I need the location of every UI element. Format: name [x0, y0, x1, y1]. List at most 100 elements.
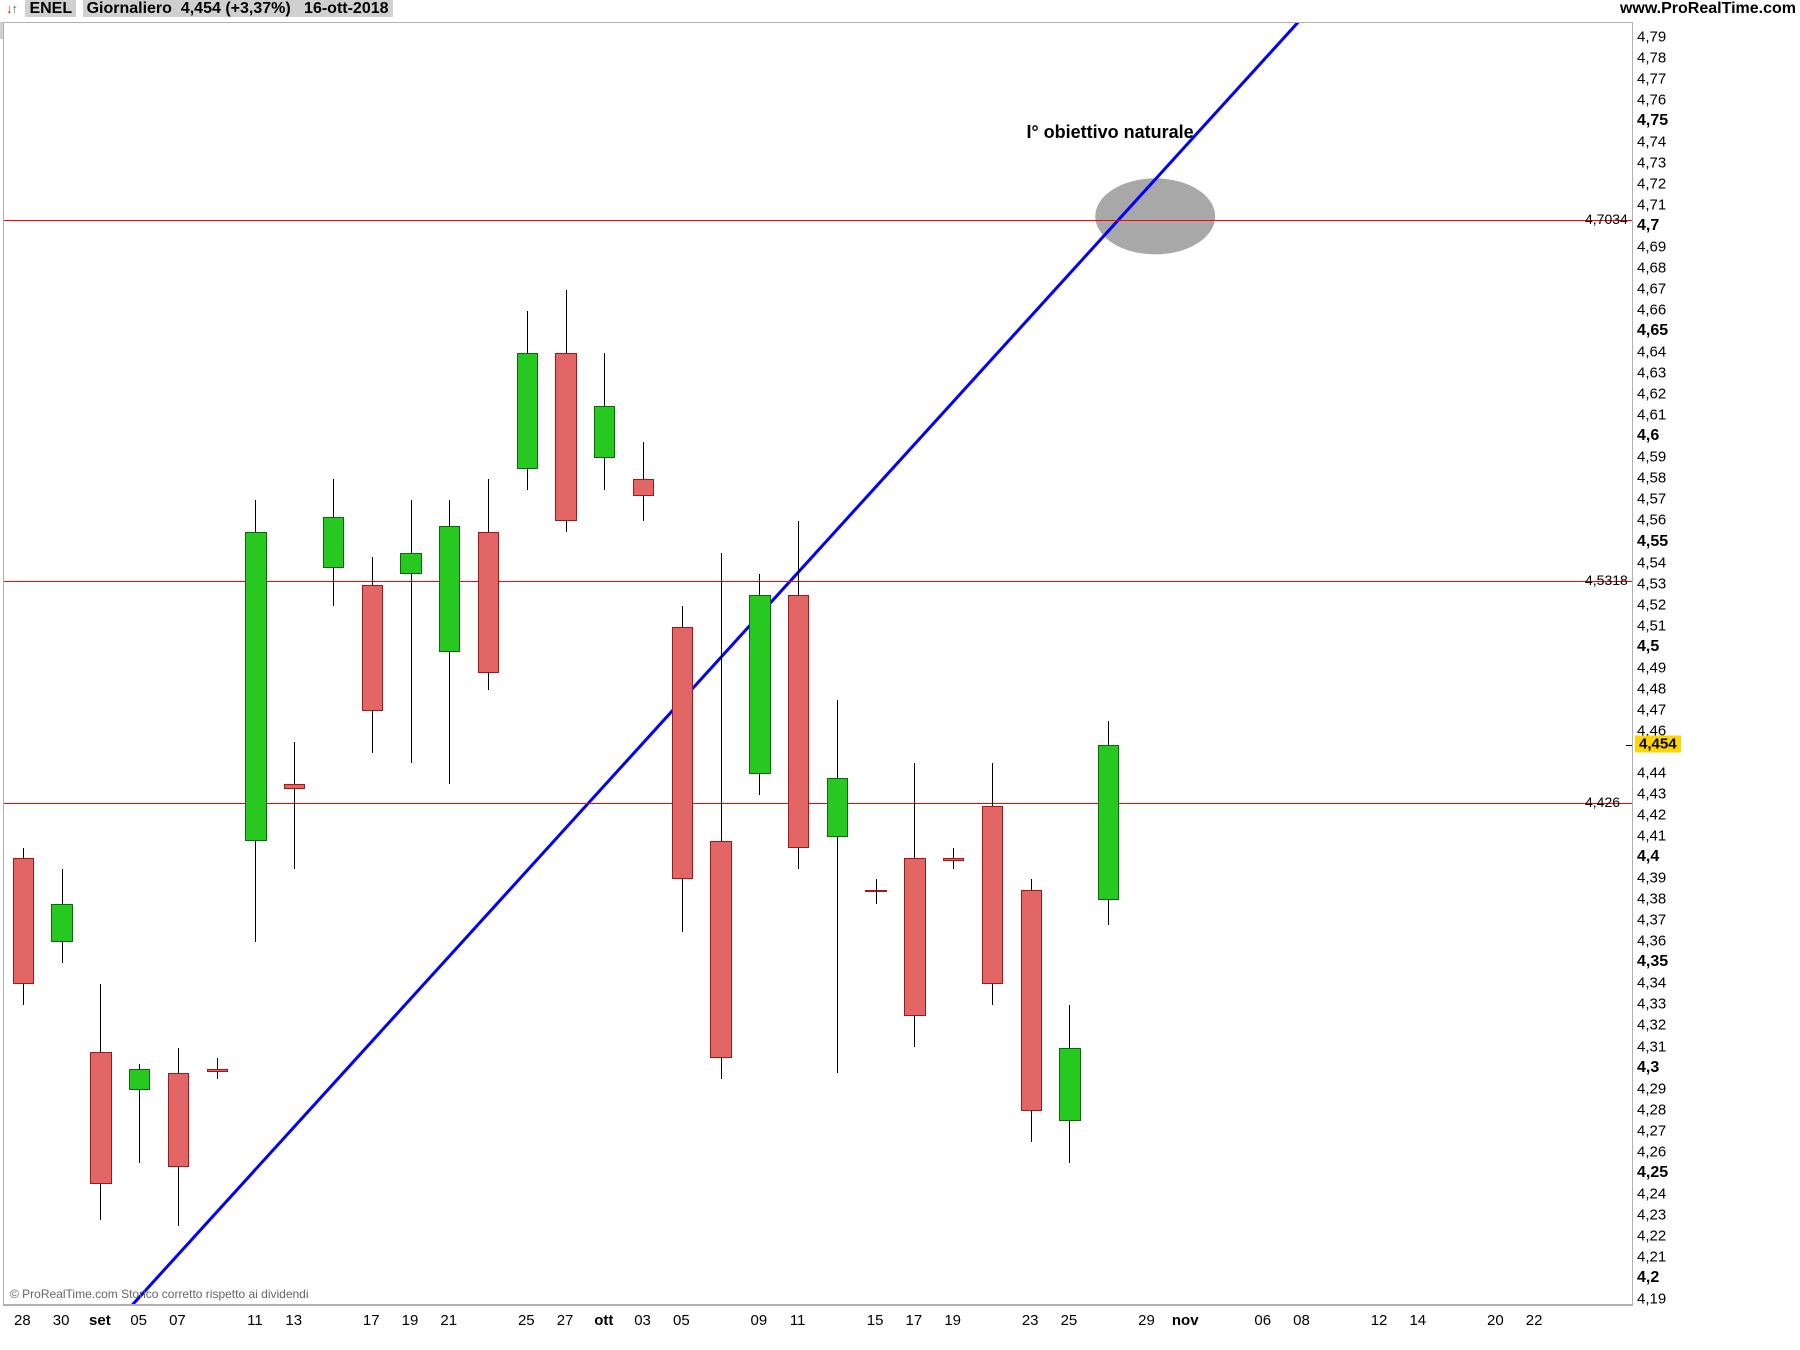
- resistance-line-label: 4,7034: [1585, 211, 1628, 227]
- y-tick: 4,58: [1637, 470, 1666, 487]
- y-tick: 4,49: [1637, 659, 1666, 676]
- y-tick: 4,51: [1637, 617, 1666, 634]
- y-tick: 4,75: [1637, 112, 1668, 130]
- candle-body: [594, 406, 615, 459]
- y-tick: 4,48: [1637, 680, 1666, 697]
- x-tick: 08: [1293, 1312, 1310, 1329]
- x-tick: 25: [1061, 1312, 1078, 1329]
- x-tick: 05: [130, 1312, 147, 1329]
- y-tick: 4,24: [1637, 1185, 1666, 1202]
- x-tick: 17: [906, 1312, 923, 1329]
- y-tick: 4,72: [1637, 175, 1666, 192]
- y-tick: 4,59: [1637, 449, 1666, 466]
- current-price-marker: 4,454: [1635, 735, 1681, 752]
- y-tick: 4,56: [1637, 512, 1666, 529]
- y-tick: 4,67: [1637, 281, 1666, 298]
- x-tick: 13: [285, 1312, 302, 1329]
- chart-root: ↓↑ ENEL Giornaliero 4,454 (+3,37%) 16-ot…: [0, 0, 1800, 1350]
- resistance-line-label: 4,426: [1585, 794, 1620, 810]
- y-tick: 4,6: [1637, 427, 1659, 445]
- x-tick: set: [89, 1312, 111, 1329]
- x-tick: 05: [673, 1312, 690, 1329]
- y-tick: 4,2: [1637, 1269, 1659, 1287]
- x-tick: 15: [867, 1312, 884, 1329]
- x-tick: nov: [1172, 1312, 1199, 1329]
- x-tick: 17: [363, 1312, 380, 1329]
- x-tick: 23: [1022, 1312, 1039, 1329]
- candle-body: [129, 1069, 150, 1090]
- y-tick: 4,43: [1637, 786, 1666, 803]
- candle-body: [13, 858, 34, 984]
- y-tick: 4,71: [1637, 196, 1666, 213]
- candle-body: [943, 858, 964, 861]
- candle-body: [439, 526, 460, 652]
- chart-plot-area[interactable]: © ProRealTime.com Storico corretto rispe…: [3, 22, 1633, 1305]
- header-bar: ↓↑ ENEL Giornaliero 4,454 (+3,37%) 16-ot…: [0, 0, 1800, 22]
- y-tick: 4,32: [1637, 1017, 1666, 1034]
- x-axis: 2830set050711131719212527ott030509111517…: [3, 1305, 1633, 1346]
- y-tick: 4,4: [1637, 848, 1659, 866]
- y-tick: 4,36: [1637, 933, 1666, 950]
- y-tick: 4,22: [1637, 1227, 1666, 1244]
- x-tick: 29: [1138, 1312, 1155, 1329]
- y-tick: 4,77: [1637, 70, 1666, 87]
- y-tick: 4,41: [1637, 828, 1666, 845]
- y-tick: 4,28: [1637, 1101, 1666, 1118]
- y-tick: 4,47: [1637, 701, 1666, 718]
- candle-body: [672, 627, 693, 879]
- resistance-line: [4, 220, 1632, 221]
- candle-body: [633, 479, 654, 496]
- y-tick: 4,34: [1637, 975, 1666, 992]
- candle-body: [245, 532, 266, 841]
- y-tick: 4,73: [1637, 154, 1666, 171]
- x-tick: 27: [557, 1312, 574, 1329]
- y-tick: 4,5: [1637, 638, 1659, 656]
- y-tick: 4,64: [1637, 344, 1666, 361]
- y-tick: 4,78: [1637, 49, 1666, 66]
- annotation-target: I° obiettivo naturale: [1026, 122, 1193, 143]
- y-tick: 4,54: [1637, 554, 1666, 571]
- y-tick: 4,69: [1637, 238, 1666, 255]
- x-tick: 12: [1371, 1312, 1388, 1329]
- candle-body: [168, 1073, 189, 1168]
- x-tick: 11: [247, 1312, 263, 1329]
- y-tick: 4,57: [1637, 491, 1666, 508]
- candle-body: [982, 806, 1003, 985]
- y-tick: 4,79: [1637, 28, 1666, 45]
- y-tick: 4,66: [1637, 302, 1666, 319]
- candle-wick: [294, 742, 295, 868]
- y-tick: 4,63: [1637, 365, 1666, 382]
- candle-body: [323, 517, 344, 567]
- y-axis: 4,794,784,774,764,754,744,734,724,714,74…: [1633, 22, 1800, 1305]
- y-tick: 4,35: [1637, 953, 1668, 971]
- candle-body: [1059, 1048, 1080, 1122]
- y-tick: 4,29: [1637, 1080, 1666, 1097]
- candle-body: [478, 532, 499, 673]
- y-tick: 4,23: [1637, 1206, 1666, 1223]
- header-details: Giornaliero 4,454 (+3,37%) 16-ott-2018: [83, 0, 393, 17]
- copyright-text: © ProRealTime.com Storico corretto rispe…: [10, 1287, 309, 1301]
- y-tick: 4,42: [1637, 807, 1666, 824]
- y-tick: 4,33: [1637, 996, 1666, 1013]
- candle-body: [284, 784, 305, 788]
- candle-body: [400, 553, 421, 574]
- candle-body: [710, 841, 731, 1058]
- x-tick: 14: [1409, 1312, 1426, 1329]
- x-tick: 09: [751, 1312, 768, 1329]
- y-tick: 4,26: [1637, 1143, 1666, 1160]
- candle-wick: [876, 879, 877, 904]
- x-tick: 03: [634, 1312, 651, 1329]
- x-tick: 25: [518, 1312, 535, 1329]
- y-tick: 4,61: [1637, 407, 1666, 424]
- candle-wick: [837, 700, 838, 1072]
- x-tick: 22: [1526, 1312, 1543, 1329]
- x-tick: 19: [402, 1312, 419, 1329]
- candle-body: [1098, 745, 1119, 901]
- resistance-line-label: 4,5318: [1585, 572, 1628, 588]
- y-tick: 4,68: [1637, 259, 1666, 276]
- candle-wick: [411, 500, 412, 763]
- y-tick: 4,62: [1637, 386, 1666, 403]
- y-tick: 4,37: [1637, 912, 1666, 929]
- x-tick: 11: [790, 1312, 806, 1329]
- y-tick: 4,3: [1637, 1059, 1659, 1077]
